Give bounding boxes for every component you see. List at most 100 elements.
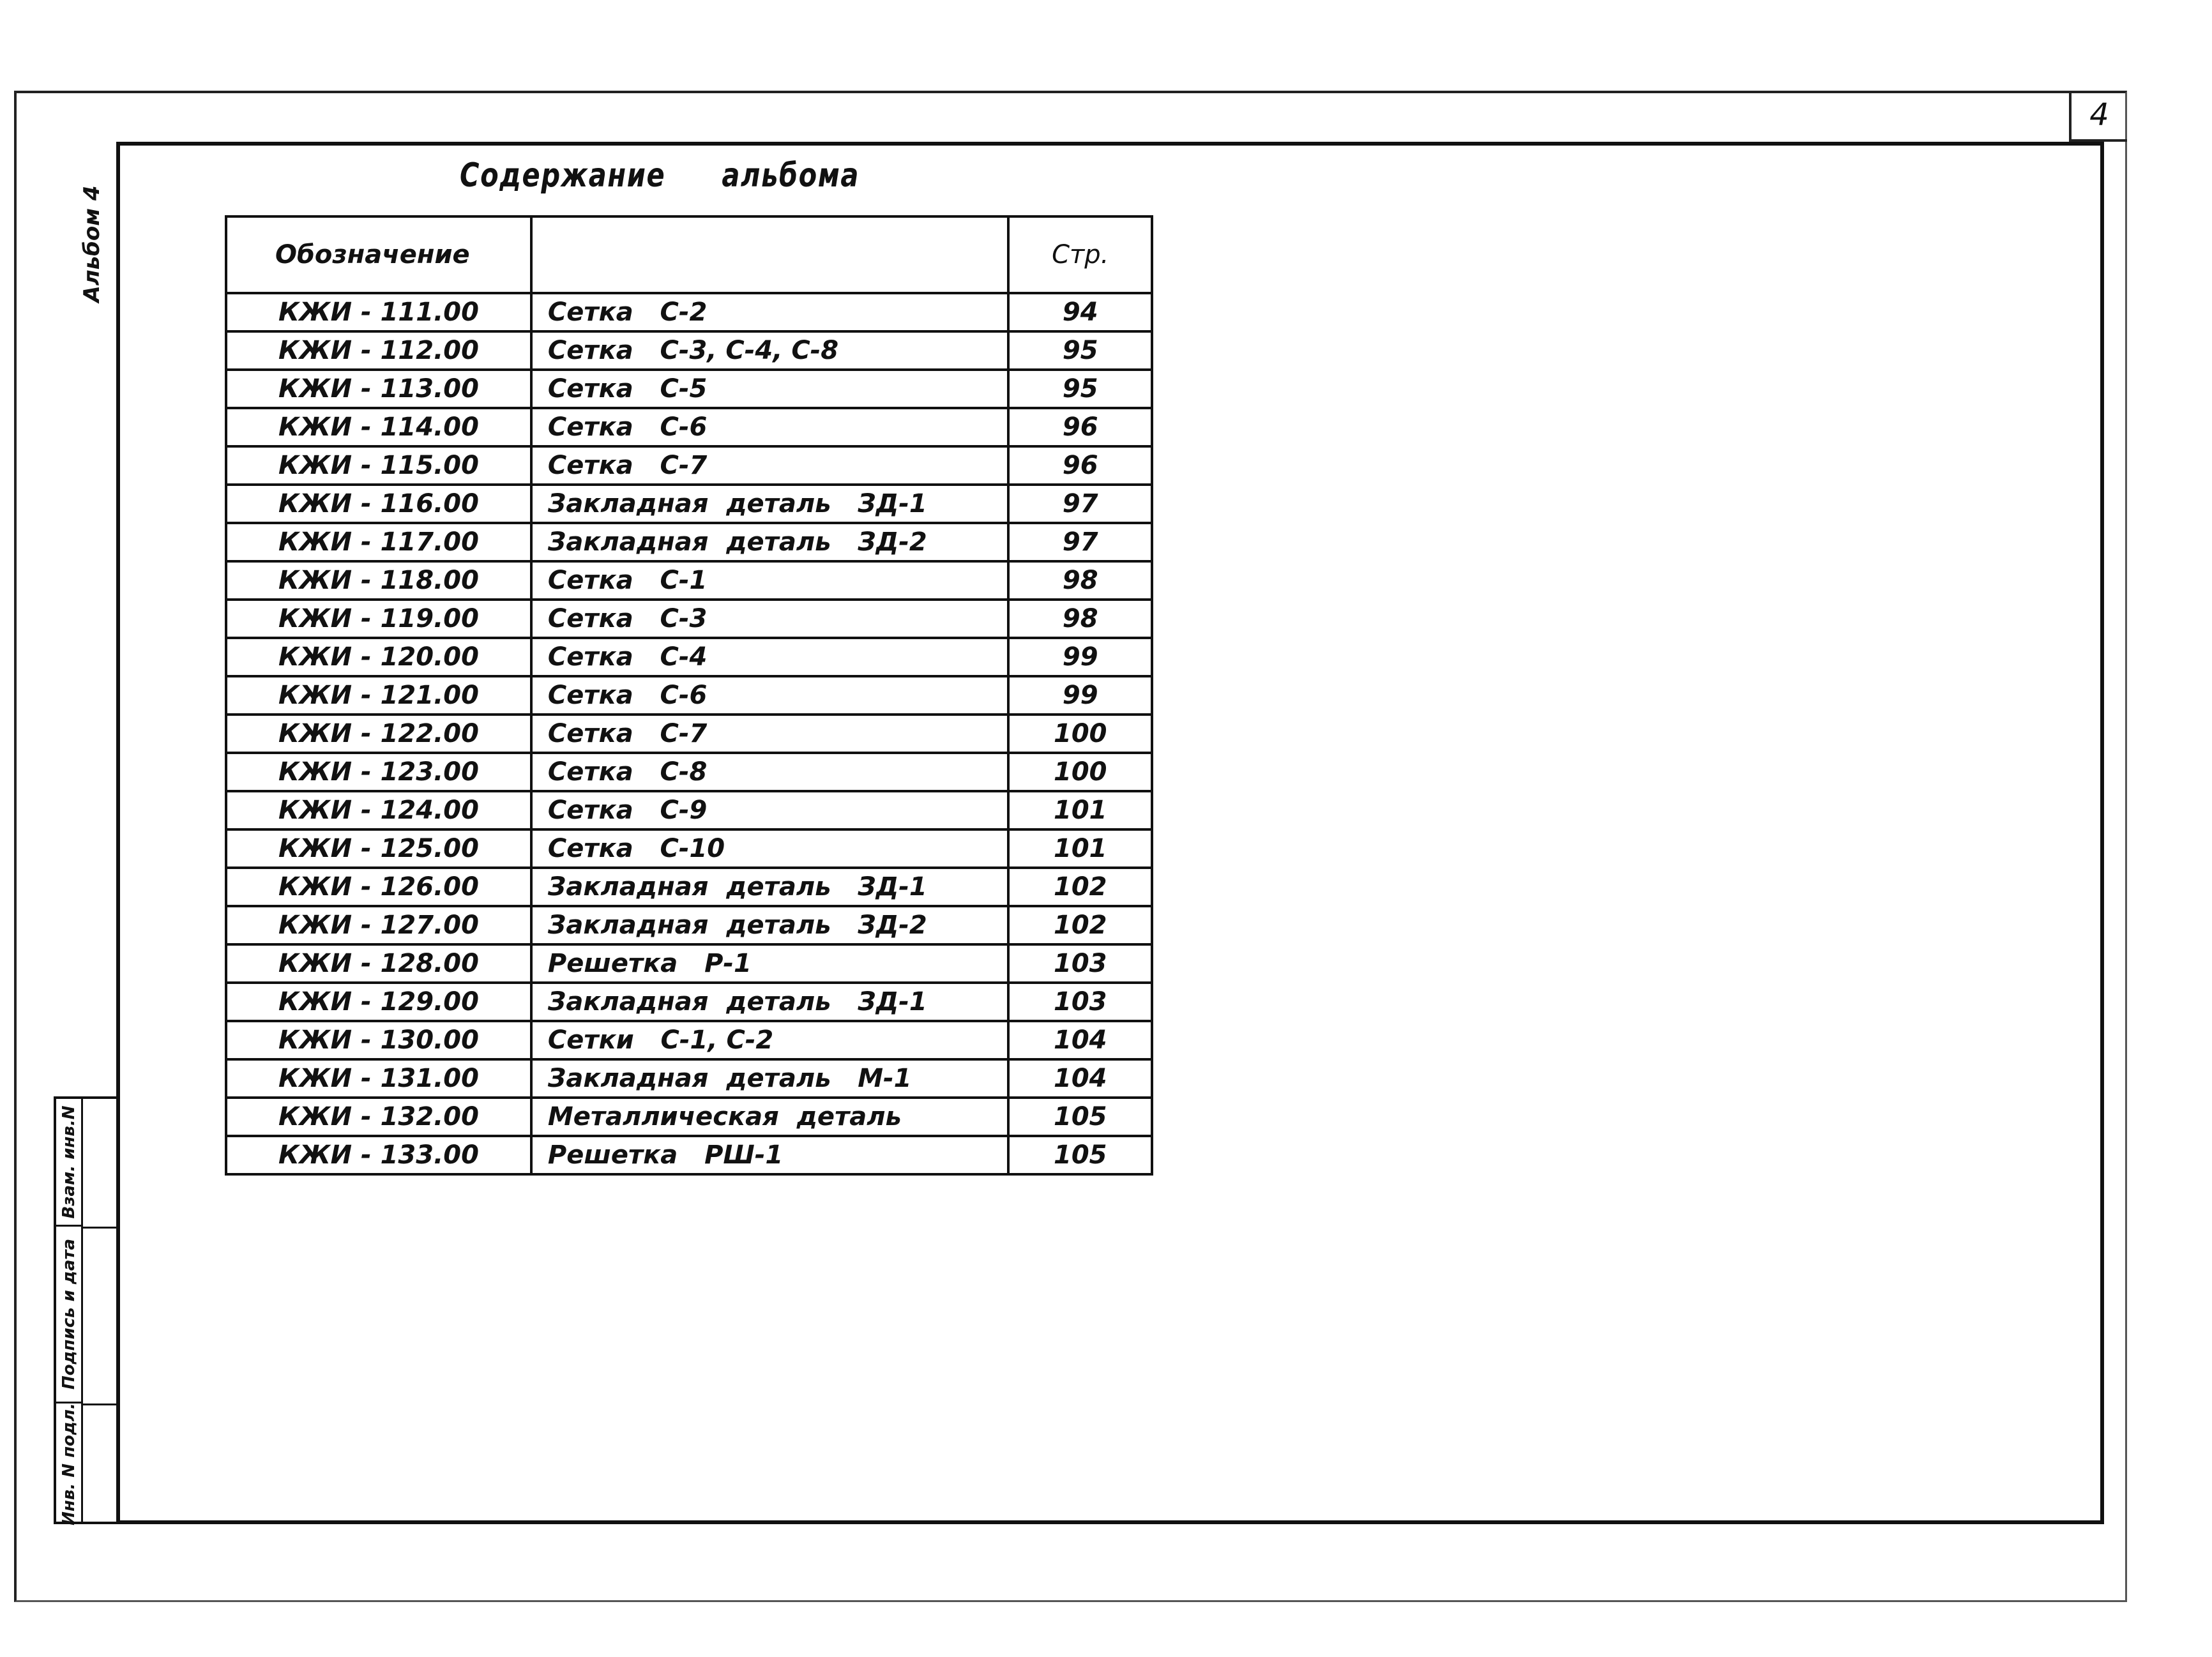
table-row: КЖИ - 120.00 Сетка С-4 99 [225,637,1153,677]
stamp-label: Взам. инв.N [59,1105,79,1218]
table-row: КЖИ - 116.00 Закладная деталь ЗД-1 97 [225,483,1153,524]
table-row: КЖИ - 131.00 Закладная деталь М-1 104 [225,1058,1153,1099]
stamp-cell-replacement: Взам. инв.N [56,1099,83,1227]
name-cell: Сетка С-5 [529,368,1010,409]
header-page: Стр. [1007,215,1153,294]
designation-cell: КЖИ - 113.00 [225,368,533,409]
name-cell: Сетка С-4 [529,637,1010,677]
page-cell: 101 [1007,828,1153,869]
name-cell: Решетка Р-1 [529,943,1010,984]
name-cell: Закладная деталь М-1 [529,1058,1010,1099]
name-cell: Сетка С-9 [529,790,1010,831]
table-row: КЖИ - 126.00 Закладная деталь ЗД-1 102 [225,866,1153,907]
designation-cell: КЖИ - 115.00 [225,445,533,486]
name-cell: Металлическая деталь [529,1096,1010,1137]
name-cell: Сетка С-7 [529,445,1010,486]
name-cell: Сетка С-8 [529,752,1010,792]
designation-cell: КЖИ - 122.00 [225,713,533,754]
table-row: КЖИ - 117.00 Закладная деталь ЗД-2 97 [225,522,1153,563]
table-row: КЖИ - 130.00 Сетки С-1, С-2 104 [225,1020,1153,1061]
table-row: КЖИ - 123.00 Сетка С-8 100 [225,752,1153,792]
page-number: 4 [2069,91,2127,142]
page-cell: 104 [1007,1058,1153,1099]
table-row: КЖИ - 124.00 Сетка С-9 101 [225,790,1153,831]
stamp-label: Подпись и дата [59,1238,79,1390]
designation-cell: КЖИ - 126.00 [225,866,533,907]
designation-cell: КЖИ - 120.00 [225,637,533,677]
page-cell: 105 [1007,1135,1153,1176]
table-header-row: Обозначение Стр. [225,215,1153,294]
name-cell: Сетка С-2 [529,292,1010,333]
designation-cell: КЖИ - 129.00 [225,981,533,1022]
table-row: КЖИ - 112.00 Сетка С-3, С-4, С-8 95 [225,330,1153,371]
table-row: КЖИ - 118.00 Сетка С-1 98 [225,560,1153,601]
name-cell: Закладная деталь ЗД-1 [529,981,1010,1022]
outer-frame [14,91,2127,1602]
page-cell: 97 [1007,483,1153,524]
table-row: КЖИ - 132.00 Металлическая деталь 105 [225,1096,1153,1137]
page-cell: 102 [1007,866,1153,907]
album-label: Альбом 4 [79,185,105,303]
name-cell: Закладная деталь ЗД-2 [529,522,1010,563]
designation-cell: КЖИ - 119.00 [225,598,533,639]
table-row: КЖИ - 128.00 Решетка Р-1 103 [225,943,1153,984]
table-row: КЖИ - 113.00 Сетка С-5 95 [225,368,1153,409]
designation-cell: КЖИ - 111.00 [225,292,533,333]
page-cell: 103 [1007,981,1153,1022]
designation-cell: КЖИ - 133.00 [225,1135,533,1176]
table-row: КЖИ - 133.00 Решетка РШ-1 105 [225,1135,1153,1176]
header-name [529,215,1010,294]
page-cell: 99 [1007,637,1153,677]
designation-cell: КЖИ - 127.00 [225,905,533,946]
page-cell: 95 [1007,330,1153,371]
table-row: КЖИ - 122.00 Сетка С-7 100 [225,713,1153,754]
designation-cell: КЖИ - 116.00 [225,483,533,524]
designation-cell: КЖИ - 130.00 [225,1020,533,1061]
name-cell: Решетка РШ-1 [529,1135,1010,1176]
page-cell: 96 [1007,407,1153,448]
name-cell: Сетка С-7 [529,713,1010,754]
page-cell: 98 [1007,560,1153,601]
name-cell: Сетка С-3 [529,598,1010,639]
designation-cell: КЖИ - 121.00 [225,675,533,716]
page-cell: 100 [1007,752,1153,792]
name-cell: Сетка С-6 [529,675,1010,716]
name-cell: Сетка С-3, С-4, С-8 [529,330,1010,371]
table-row: КЖИ - 119.00 Сетка С-3 98 [225,598,1153,639]
name-cell: Сетка С-1 [529,560,1010,601]
designation-cell: КЖИ - 117.00 [225,522,533,563]
designation-cell: КЖИ - 125.00 [225,828,533,869]
name-cell: Сетка С-6 [529,407,1010,448]
name-cell: Сетка С-10 [529,828,1010,869]
page-cell: 94 [1007,292,1153,333]
contents-table: Обозначение Стр. КЖИ - 111.00 Сетка С-2 94… [225,215,1153,1176]
table-row: КЖИ - 127.00 Закладная деталь ЗД-2 102 [225,905,1153,946]
page-cell: 104 [1007,1020,1153,1061]
page-cell: 103 [1007,943,1153,984]
stamp-cell-inventory: Инв. N подл. [56,1402,83,1525]
table-row: КЖИ - 125.00 Сетка С-10 101 [225,828,1153,869]
designation-cell: КЖИ - 128.00 [225,943,533,984]
name-cell: Сетки С-1, С-2 [529,1020,1010,1061]
page-title: Содержание альбома [460,156,860,195]
page-cell: 99 [1007,675,1153,716]
designation-cell: КЖИ - 132.00 [225,1096,533,1137]
page-cell: 101 [1007,790,1153,831]
header-designation: Обозначение [225,215,533,294]
stamp-cell-signature: Подпись и дата [56,1227,83,1404]
page-cell: 95 [1007,368,1153,409]
table-row: КЖИ - 121.00 Сетка С-6 99 [225,675,1153,716]
page-cell: 100 [1007,713,1153,754]
stamp-label: Инв. N подл. [59,1402,79,1525]
designation-cell: КЖИ - 124.00 [225,790,533,831]
designation-cell: КЖИ - 118.00 [225,560,533,601]
table-row: КЖИ - 114.00 Сетка С-6 96 [225,407,1153,448]
table-row: КЖИ - 129.00 Закладная деталь ЗД-1 103 [225,981,1153,1022]
table-row: КЖИ - 115.00 Сетка С-7 96 [225,445,1153,486]
name-cell: Закладная деталь ЗД-2 [529,905,1010,946]
designation-cell: КЖИ - 112.00 [225,330,533,371]
page-cell: 97 [1007,522,1153,563]
designation-cell: КЖИ - 114.00 [225,407,533,448]
designation-cell: КЖИ - 131.00 [225,1058,533,1099]
page-cell: 102 [1007,905,1153,946]
